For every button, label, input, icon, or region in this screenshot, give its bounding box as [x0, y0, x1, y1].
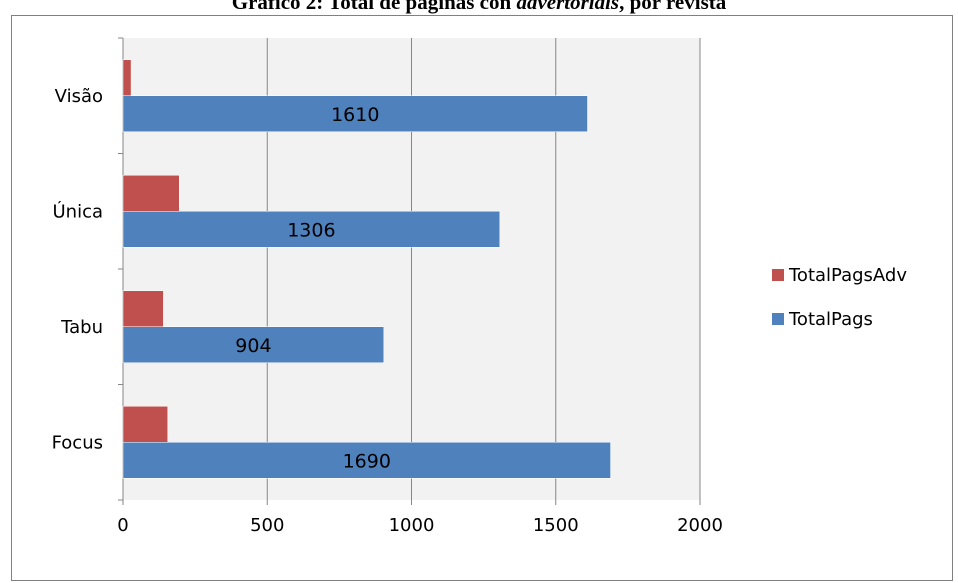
chart-title: Gráfico 2: Total de páginas con advertor… [0, 0, 958, 15]
legend-label: TotalPagsAdv [788, 265, 907, 286]
chart-title-part1: Gráfico 2: Total de páginas con [231, 0, 517, 14]
data-label: 1306 [287, 219, 335, 241]
data-label: 1610 [331, 104, 379, 126]
data-label: 1690 [343, 450, 391, 472]
bar-totalpags [122, 326, 385, 363]
legend-swatch [772, 269, 784, 281]
x-tick-label: 500 [250, 515, 284, 536]
x-tick-label: 2000 [677, 515, 723, 536]
bars [122, 59, 611, 479]
bar-totalpagsadv [122, 290, 164, 327]
labels: 0 500 1000 1500 2000 Focus 1690 Tabu 904 Única 130… [52, 86, 723, 536]
x-tick-label: 0 [117, 515, 128, 536]
bar-totalpags [122, 95, 588, 132]
chart-title-part3: , por revista [619, 0, 727, 14]
legend-swatch [772, 313, 784, 325]
x-tick-label: 1500 [533, 515, 579, 536]
bar-totalpagsadv [122, 59, 132, 96]
legend-label: TotalPags [788, 309, 873, 330]
bar-totalpagsadv [122, 175, 180, 212]
legend: TotalPagsAdv TotalPags [772, 265, 907, 330]
data-label: 904 [235, 335, 271, 357]
category-label: Visão [55, 86, 103, 107]
bar-totalpags [122, 442, 611, 479]
chart-title-italic: advertorials [516, 0, 620, 14]
category-label: Tabu [60, 317, 103, 338]
category-label: Focus [52, 432, 103, 453]
bar-totalpagsadv [122, 406, 168, 443]
category-label: Única [52, 200, 103, 222]
x-tick-label: 1000 [389, 515, 435, 536]
bar-totalpags [122, 211, 501, 248]
